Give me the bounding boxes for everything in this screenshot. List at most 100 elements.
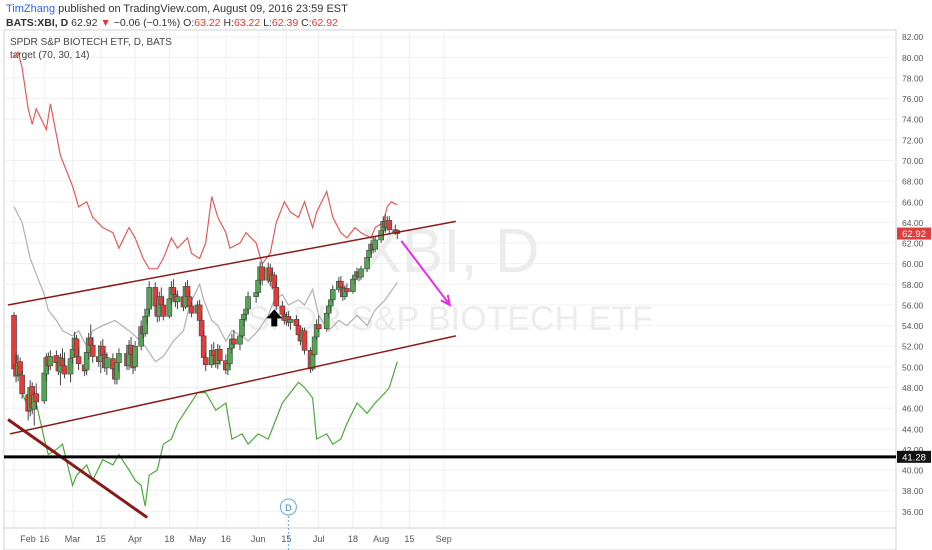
y-tick-label: 70.00 [902,156,924,166]
y-tick-label: 38.00 [902,486,924,496]
candle-body [245,296,251,310]
candle [146,281,153,315]
published-text: published on TradingView.com, August 09,… [58,3,348,15]
candle [33,383,40,410]
x-tick-label: 15 [281,534,291,544]
x-tick-label: Feb [20,534,36,544]
event-letter: D [285,503,292,513]
support-tag-bg [897,450,931,463]
candle-body [75,356,82,365]
candle-body [33,393,40,403]
y-tick-label: 78.00 [902,73,924,83]
candle-body [47,356,54,367]
candle-body [174,296,181,303]
candle-body [287,319,294,323]
candles [11,214,401,426]
candle-body [19,374,25,394]
candle-body [273,287,280,307]
legend-indicator: target (70, 30, 14) [10,50,90,61]
candle [245,291,251,314]
candle [19,370,25,399]
candle-body [217,349,223,361]
candle [61,352,68,379]
green-line-series [13,346,398,507]
dividend-marker[interactable]: D [279,498,297,550]
legend-title: SPDR S&P BIOTECH ETF, D, BATS [10,37,172,48]
y-tick-label: 42.00 [902,445,924,455]
ohlc-bar: BATS:XBI, D 62.92 ▼ −0.06 (−0.1%) O:63.2… [6,17,338,29]
drawings [4,220,896,519]
time-axis[interactable]: Feb 16 Mar 15 Apr 18 May 16 Jun 15 Jul 18 Aug 15 Sep [4,527,896,544]
candle [67,355,74,383]
candle [217,345,223,365]
y-tick-label: 66.00 [902,197,924,207]
y-tick-label: 54.00 [902,321,924,331]
candle [231,329,237,349]
high-label: H: [223,17,234,29]
downtrend-line [7,418,149,519]
x-tick-label: Jun [251,534,266,544]
x-tick-label: 18 [348,534,358,544]
event-circle-icon[interactable] [279,498,297,516]
x-tick-label: 18 [164,534,174,544]
candle-body [104,357,110,369]
x-tick-label: 15 [404,534,414,544]
x-tick-label: Jul [313,534,325,544]
x-tick-label: Apr [128,534,142,544]
x-tick-label: Sep [436,534,452,544]
candle-body [89,344,96,357]
candle-body [301,330,308,351]
channel-upper-line [7,220,456,306]
y-tick-label: 64.00 [902,218,924,228]
candle-body [358,268,364,278]
x-tick-label: Aug [373,534,389,544]
candle [315,315,322,332]
support-label-tag: 41.28 [897,450,931,463]
red-line-series [13,50,398,270]
channel-lower-line [9,335,456,435]
y-tick-label: 36.00 [902,507,924,517]
up-arrow-icon [266,309,283,327]
price-label-tag: 62.92 [897,227,931,240]
y-tick-label: 48.00 [902,383,924,393]
candle-body [188,305,195,314]
close-label: C: [301,17,312,29]
candle [329,285,336,303]
candle [174,290,181,310]
candle [386,216,393,234]
x-tick-label: May [189,534,207,544]
x-tick-label: 16 [221,534,231,544]
candle [287,316,294,330]
price-axis[interactable]: 82.00 80.00 78.00 76.00 74.00 72.00 70.00 68.00… [902,32,924,517]
candle [259,262,265,286]
x-tick-label: Mar [65,534,81,544]
low-value: 62.39 [271,17,299,29]
candle [188,301,195,318]
x-tick-label: 15 [96,534,106,544]
author-link[interactable]: TimZhang [6,3,56,15]
y-tick-label: 72.00 [902,135,924,145]
publish-info: TimZhang published on TradingView.com, A… [6,3,348,15]
candle-body [160,304,167,317]
y-tick-label: 58.00 [902,280,924,290]
candle-body [259,266,265,281]
candle [132,341,138,371]
y-tick-label: 56.00 [902,300,924,310]
open-label: O: [183,17,195,29]
candle [202,352,209,371]
x-tick-label: 16 [39,534,49,544]
indicator-lines [13,50,398,507]
candle-body [315,324,322,329]
candle-body [67,358,74,375]
candle [104,352,110,376]
y-tick-label: 62.00 [902,239,924,249]
close-value: 62.92 [311,17,338,29]
candle [75,347,82,370]
plot-border [3,29,897,550]
change-value: −0.06 (−0.1%) [113,17,181,29]
projection-arrow-line [400,240,451,306]
open-value: 63.22 [194,17,221,29]
candle [17,357,23,379]
